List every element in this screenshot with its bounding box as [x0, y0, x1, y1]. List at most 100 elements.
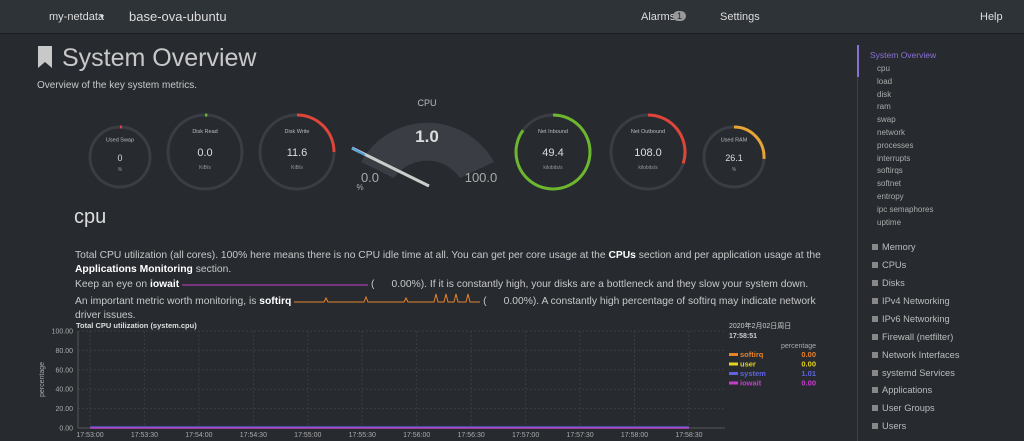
- brand[interactable]: my-netdata: [49, 11, 105, 23]
- text: section.: [192, 264, 232, 275]
- legend-name: system: [740, 369, 766, 378]
- cpu-gauge-label: CPU: [417, 98, 436, 108]
- menu-section[interactable]: IPv4 Networking: [872, 296, 1024, 314]
- menu-subitem[interactable]: ipc semaphores: [877, 204, 934, 214]
- alarm-count: 1: [673, 11, 687, 21]
- menu-section[interactable]: IPv6 Networking: [872, 314, 1024, 332]
- legend-value: 0.00: [801, 379, 816, 388]
- y-tick-label: 40.00: [55, 387, 73, 394]
- x-tick-label: 17:57:00: [512, 432, 539, 439]
- gauge-units: KiB/s: [291, 165, 303, 171]
- legend-value: 0.00: [801, 360, 816, 369]
- x-tick-label: 17:54:30: [240, 432, 267, 439]
- page-title: System Overview: [62, 44, 257, 72]
- bookmark-icon: [38, 46, 52, 68]
- value: 0.00%: [503, 296, 533, 307]
- menu-section[interactable]: Memory: [872, 242, 1024, 260]
- settings[interactable]: Settings: [720, 11, 760, 23]
- y-tick-label: 80.00: [55, 348, 73, 355]
- text: Total CPU utilization (all cores). 100% …: [75, 250, 609, 261]
- text: (: [370, 279, 375, 290]
- cpu-needle-tip: [351, 147, 366, 156]
- y-axis-label: percentage: [39, 362, 46, 397]
- cpu-gauge-value: 1.0: [415, 127, 439, 146]
- text: ). A constantly high percentage of softi…: [75, 296, 816, 321]
- menu-subitem[interactable]: swap: [877, 115, 896, 125]
- link[interactable]: Applications Monitoring: [75, 264, 193, 275]
- menu-subitem[interactable]: softirqs: [877, 166, 903, 176]
- x-tick-label: 17:54:00: [185, 432, 212, 439]
- gauge-value: 0.0: [197, 147, 212, 159]
- alarms[interactable]: Alarms: [641, 11, 676, 23]
- y-tick-label: 20.00: [55, 406, 73, 413]
- keyword: softirq: [259, 296, 292, 307]
- text: ). If it is constantly high, your disks …: [420, 279, 809, 290]
- menu-subitem[interactable]: ram: [877, 102, 891, 112]
- gauge-label: Used Swap: [106, 138, 134, 144]
- caret: ▾: [100, 12, 105, 21]
- section-title: cpu: [74, 206, 107, 228]
- gauge-value: 0: [118, 153, 123, 163]
- x-tick-label: 17:53:00: [76, 432, 103, 439]
- menu-active[interactable]: System Overview: [870, 50, 937, 60]
- legend-value: 0.00: [801, 350, 816, 359]
- menu-subitem[interactable]: softnet: [877, 179, 902, 189]
- menu-subitem[interactable]: load: [877, 76, 893, 86]
- cpu-gauge-units: %: [356, 183, 363, 192]
- menu-subitem[interactable]: processes: [877, 140, 914, 150]
- link[interactable]: CPUs: [608, 250, 636, 261]
- legend-date: 2020年2月02日周日: [729, 321, 791, 330]
- legend-swatch: [729, 362, 738, 366]
- value: 0.00%: [391, 279, 421, 290]
- x-tick-label: 17:55:30: [349, 432, 376, 439]
- menu-section[interactable]: Applications: [872, 385, 1024, 403]
- menu-section[interactable]: CPUs: [872, 260, 1024, 278]
- gauge-value: 26.1: [725, 153, 742, 163]
- gauge-label: Disk Write: [285, 129, 310, 135]
- menu-section[interactable]: Users: [872, 421, 1024, 439]
- gauge-value: 49.4: [542, 147, 563, 159]
- hostname: base-ova-ubuntu: [129, 9, 227, 24]
- y-tick-label: 60.00: [55, 367, 73, 374]
- text: An important metric worth monitoring, is: [75, 296, 260, 307]
- text: section and per application usage at the: [635, 250, 821, 261]
- navbar: my-netdata ▾ base-ova-ubuntu Alarms 1 Se…: [0, 0, 1024, 34]
- gauge-arc: [733, 125, 766, 159]
- menu-subitem[interactable]: network: [877, 127, 906, 137]
- gauge-label: Net Outbound: [631, 129, 665, 135]
- menu-section[interactable]: systemd Services: [872, 368, 1024, 386]
- menu-section[interactable]: User Groups: [872, 403, 1024, 421]
- keyword: iowait: [150, 279, 180, 290]
- menu-section[interactable]: Firewall (netfilter): [872, 332, 1024, 350]
- cpu-gauge-bg: [361, 122, 494, 178]
- legend-name: iowait: [740, 379, 762, 388]
- menu-subitem[interactable]: entropy: [877, 191, 904, 201]
- chart-title: Total CPU utilization (system.cpu): [76, 321, 197, 330]
- text: Keep an eye on: [75, 279, 150, 290]
- gauge-label: Used RAM: [721, 138, 748, 144]
- menu-subitem[interactable]: disk: [877, 89, 892, 99]
- menu-subitem[interactable]: cpu: [877, 64, 890, 73]
- gauge-arc: [514, 113, 592, 191]
- menu-subitem[interactable]: interrupts: [877, 153, 911, 163]
- sidebar: System Overview cpu load disk ram swap network…: [857, 45, 1024, 441]
- legend-time: 17:58:51: [729, 333, 757, 340]
- menu-subitem[interactable]: uptime: [877, 217, 902, 227]
- x-tick-label: 17:56:30: [458, 432, 485, 439]
- spacer: [858, 230, 1024, 242]
- help[interactable]: Help: [980, 11, 1003, 23]
- menu-section[interactable]: Network Interfaces: [872, 350, 1024, 368]
- x-tick-label: 17:57:30: [566, 432, 593, 439]
- legend-swatch: [729, 381, 738, 385]
- legend-swatch: [729, 372, 738, 375]
- menu-section[interactable]: Disks: [872, 278, 1024, 296]
- sparkline: [294, 293, 481, 303]
- gauge-value: 108.0: [634, 147, 662, 159]
- x-tick-label: 17:58:00: [621, 432, 648, 439]
- text: (: [483, 296, 487, 307]
- section-text: Total CPU utilization (all cores). 100% …: [75, 249, 827, 323]
- legend-name: user: [740, 360, 756, 369]
- legend-swatch: [729, 353, 738, 356]
- page-subtitle: Overview of the key system metrics.: [37, 80, 198, 91]
